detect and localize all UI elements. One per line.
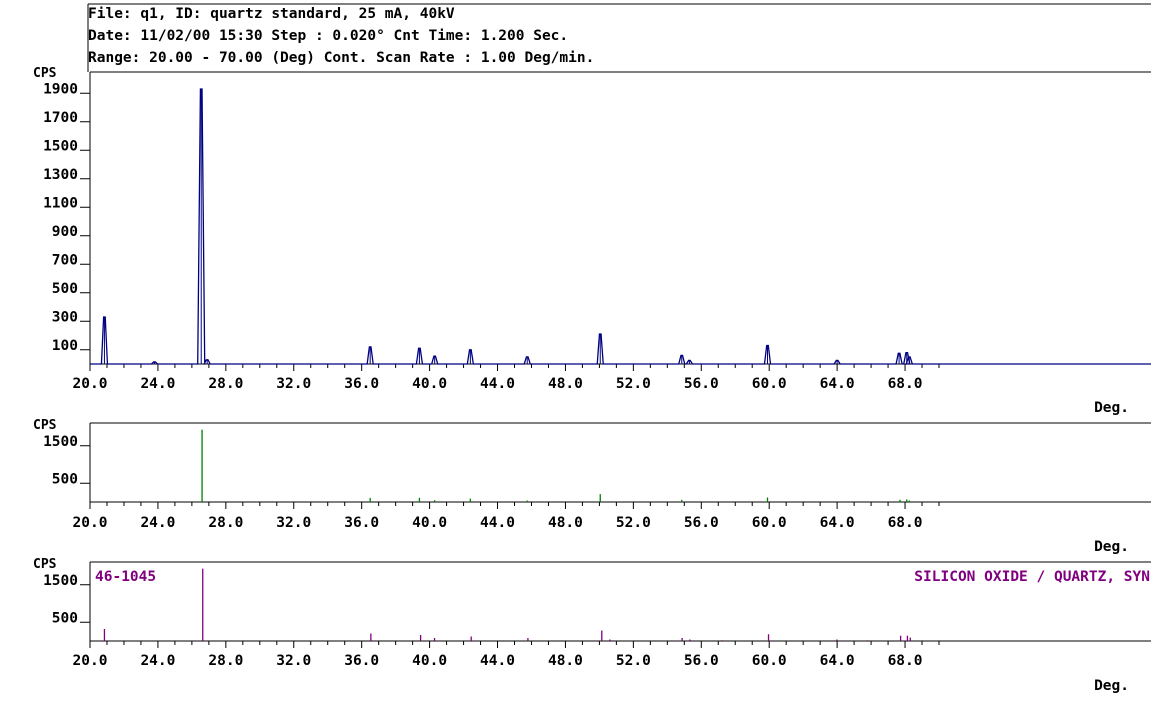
panel-1-y-tick-label: 500 <box>52 281 78 297</box>
panel-2-x-tick-label: 24.0 <box>140 515 175 531</box>
reference-card-name: SILICON OXIDE / QUARTZ, SYN <box>914 569 1150 585</box>
panel-1-y-tick-label: 1500 <box>43 138 78 154</box>
panel-3-x-tick-label: 32.0 <box>276 653 311 669</box>
axes-layer: CPS 100 300 500 700 900 1100 1300 1500 1700 1900 20… <box>33 66 1129 694</box>
panel-frames <box>87 3 1151 642</box>
data-marks-layer <box>90 88 1151 641</box>
panel-1-x-axis-label: Deg. <box>1094 400 1129 416</box>
panel-3-x-tick-label: 28.0 <box>208 653 243 669</box>
panel-2-x-tick-label: 52.0 <box>616 515 651 531</box>
panel-3-x-tick-label: 64.0 <box>820 653 855 669</box>
panel-2-x-tick-label: 56.0 <box>684 515 719 531</box>
panel-1-x-tick-label: 24.0 <box>140 376 175 392</box>
panel-1-y-tick-label: 700 <box>52 252 78 268</box>
panel-1-x-tick-label: 48.0 <box>548 376 583 392</box>
panel-1-y-tick-label: 1700 <box>43 110 78 126</box>
header-line-1: File: q1, ID: quartz standard, 25 mA, 40… <box>88 6 455 22</box>
panel-2-x-tick-label: 40.0 <box>412 515 447 531</box>
panel-1-x-tick-label: 56.0 <box>684 376 719 392</box>
header-line-2: Date: 11/02/00 15:30 Step : 0.020° Cnt T… <box>88 28 568 44</box>
panel-2-x-tick-label: 28.0 <box>208 515 243 531</box>
panel-1-x-tick-label: 60.0 <box>752 376 787 392</box>
panel-2-x-tick-label: 68.0 <box>888 515 923 531</box>
panel-3-x-tick-label: 44.0 <box>480 653 515 669</box>
panel-1-x-tick-label: 64.0 <box>820 376 855 392</box>
panel-3-x-tick-label: 40.0 <box>412 653 447 669</box>
panel-1-y-tick-label: 100 <box>52 338 78 354</box>
panel-1-x-tick-label: 20.0 <box>73 376 108 392</box>
panel-1-x-tick-label: 28.0 <box>208 376 243 392</box>
panel-2-x-tick-label: 48.0 <box>548 515 583 531</box>
panel-3-y-axis-label: CPS <box>33 557 57 572</box>
panel-3-x-axis-label: Deg. <box>1094 678 1129 694</box>
panel-1-y-tick-label: 1300 <box>43 167 78 183</box>
panel-1-x-tick-label: 68.0 <box>888 376 923 392</box>
panel-3-x-tick-label: 48.0 <box>548 653 583 669</box>
panel-1-x-tick-label: 52.0 <box>616 376 651 392</box>
panel-1-y-tick-label: 1900 <box>43 81 78 97</box>
panel-1-y-tick-label: 900 <box>52 224 78 240</box>
panel-3-x-tick-label: 56.0 <box>684 653 719 669</box>
panel-1-x-tick-label: 36.0 <box>344 376 379 392</box>
panel-1-x-tick-label: 32.0 <box>276 376 311 392</box>
panel-1-x-tick-label: 40.0 <box>412 376 447 392</box>
panel-1-y-tick-label: 1100 <box>43 195 78 211</box>
panel-3-y-tick-label: 500 <box>52 610 78 626</box>
reference-card-id: 46-1045 <box>95 569 156 585</box>
panel-2-x-tick-label: 44.0 <box>480 515 515 531</box>
panel-1-x-tick-label: 44.0 <box>480 376 515 392</box>
panel-2-y-axis-label: CPS <box>33 418 57 433</box>
panel-1-diffraction-trace <box>90 88 1151 365</box>
panel-3-y-tick-label: 1500 <box>43 573 78 589</box>
panel-3-x-tick-label: 20.0 <box>73 653 108 669</box>
panel-2-x-tick-label: 36.0 <box>344 515 379 531</box>
header-line-3: Range: 20.00 - 70.00 (Deg) Cont. Scan Ra… <box>88 50 594 66</box>
panel-3-x-tick-label: 68.0 <box>888 653 923 669</box>
panel-3-x-tick-label: 36.0 <box>344 653 379 669</box>
panel-2-y-tick-label: 1500 <box>43 434 78 450</box>
panel-3-x-tick-label: 24.0 <box>140 653 175 669</box>
panel-2-x-tick-label: 20.0 <box>73 515 108 531</box>
panel-2-x-tick-label: 60.0 <box>752 515 787 531</box>
panel-3-x-tick-label: 52.0 <box>616 653 651 669</box>
panel-2-y-tick-label: 500 <box>52 471 78 487</box>
panel-2-x-axis-label: Deg. <box>1094 539 1129 555</box>
panel-1-y-axis-label: CPS <box>33 66 57 81</box>
panel-3-x-tick-label: 60.0 <box>752 653 787 669</box>
panel-2-x-tick-label: 64.0 <box>820 515 855 531</box>
panel-2-x-tick-label: 32.0 <box>276 515 311 531</box>
panel-1-y-tick-label: 300 <box>52 309 78 325</box>
